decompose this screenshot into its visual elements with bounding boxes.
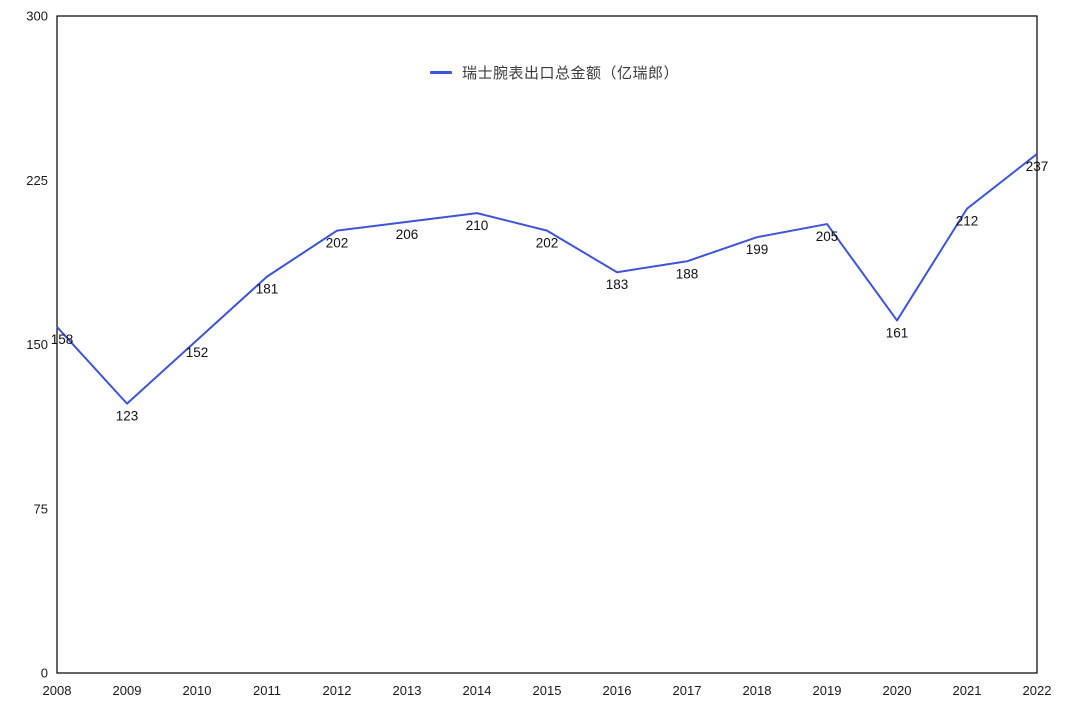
point-label: 158: [51, 332, 74, 347]
point-label: 206: [396, 227, 419, 242]
x-tick-label: 2018: [743, 683, 772, 698]
x-tick-label: 2013: [393, 683, 422, 698]
point-label: 202: [536, 236, 559, 251]
legend-item[interactable]: 瑞士腕表出口总金额（亿瑞郎）: [430, 62, 679, 83]
data-point-labels: 158 123 152 181 202 206 210 202 183 188 199 205 161 2…: [51, 159, 1049, 424]
x-tick-label: 2014: [463, 683, 492, 698]
y-tick-label: 75: [34, 501, 48, 516]
point-label: 210: [466, 218, 489, 233]
point-label: 152: [186, 345, 209, 360]
x-tick-label: 2019: [813, 683, 842, 698]
point-label: 123: [116, 409, 139, 424]
x-axis-tick-labels: 2008 2009 2010 2011 2012 2013 2014 2015 2016 2017…: [43, 683, 1052, 698]
plot-border: [56, 15, 1038, 674]
x-tick-label: 2022: [1023, 683, 1052, 698]
x-tick-label: 2009: [113, 683, 142, 698]
x-tick-label: 2012: [323, 683, 352, 698]
point-label: 161: [886, 325, 909, 340]
point-label: 202: [326, 236, 349, 251]
x-tick-label: 2015: [533, 683, 562, 698]
y-tick-label: 150: [26, 337, 48, 352]
y-tick-label: 225: [26, 173, 48, 188]
y-tick-label: 0: [41, 666, 48, 681]
point-label: 181: [256, 282, 279, 297]
legend-label: 瑞士腕表出口总金额（亿瑞郎）: [462, 65, 680, 82]
point-label: 205: [816, 229, 839, 244]
legend-line-swatch: [430, 71, 452, 74]
point-label: 212: [956, 214, 979, 229]
point-label: 199: [746, 242, 769, 257]
y-axis-tick-labels: 0 75 150 225 300: [26, 9, 48, 681]
point-label: 183: [606, 277, 629, 292]
y-tick-label: 300: [26, 9, 48, 24]
x-tick-label: 2021: [953, 683, 982, 698]
point-label: 237: [1026, 159, 1049, 174]
x-tick-label: 2020: [883, 683, 912, 698]
x-tick-label: 2010: [183, 683, 212, 698]
series-line: [56, 153, 1038, 405]
x-tick-label: 2011: [253, 683, 281, 698]
x-tick-label: 2017: [673, 683, 702, 698]
x-tick-label: 2016: [603, 683, 632, 698]
point-label: 188: [676, 266, 699, 281]
x-tick-label: 2008: [43, 683, 72, 698]
